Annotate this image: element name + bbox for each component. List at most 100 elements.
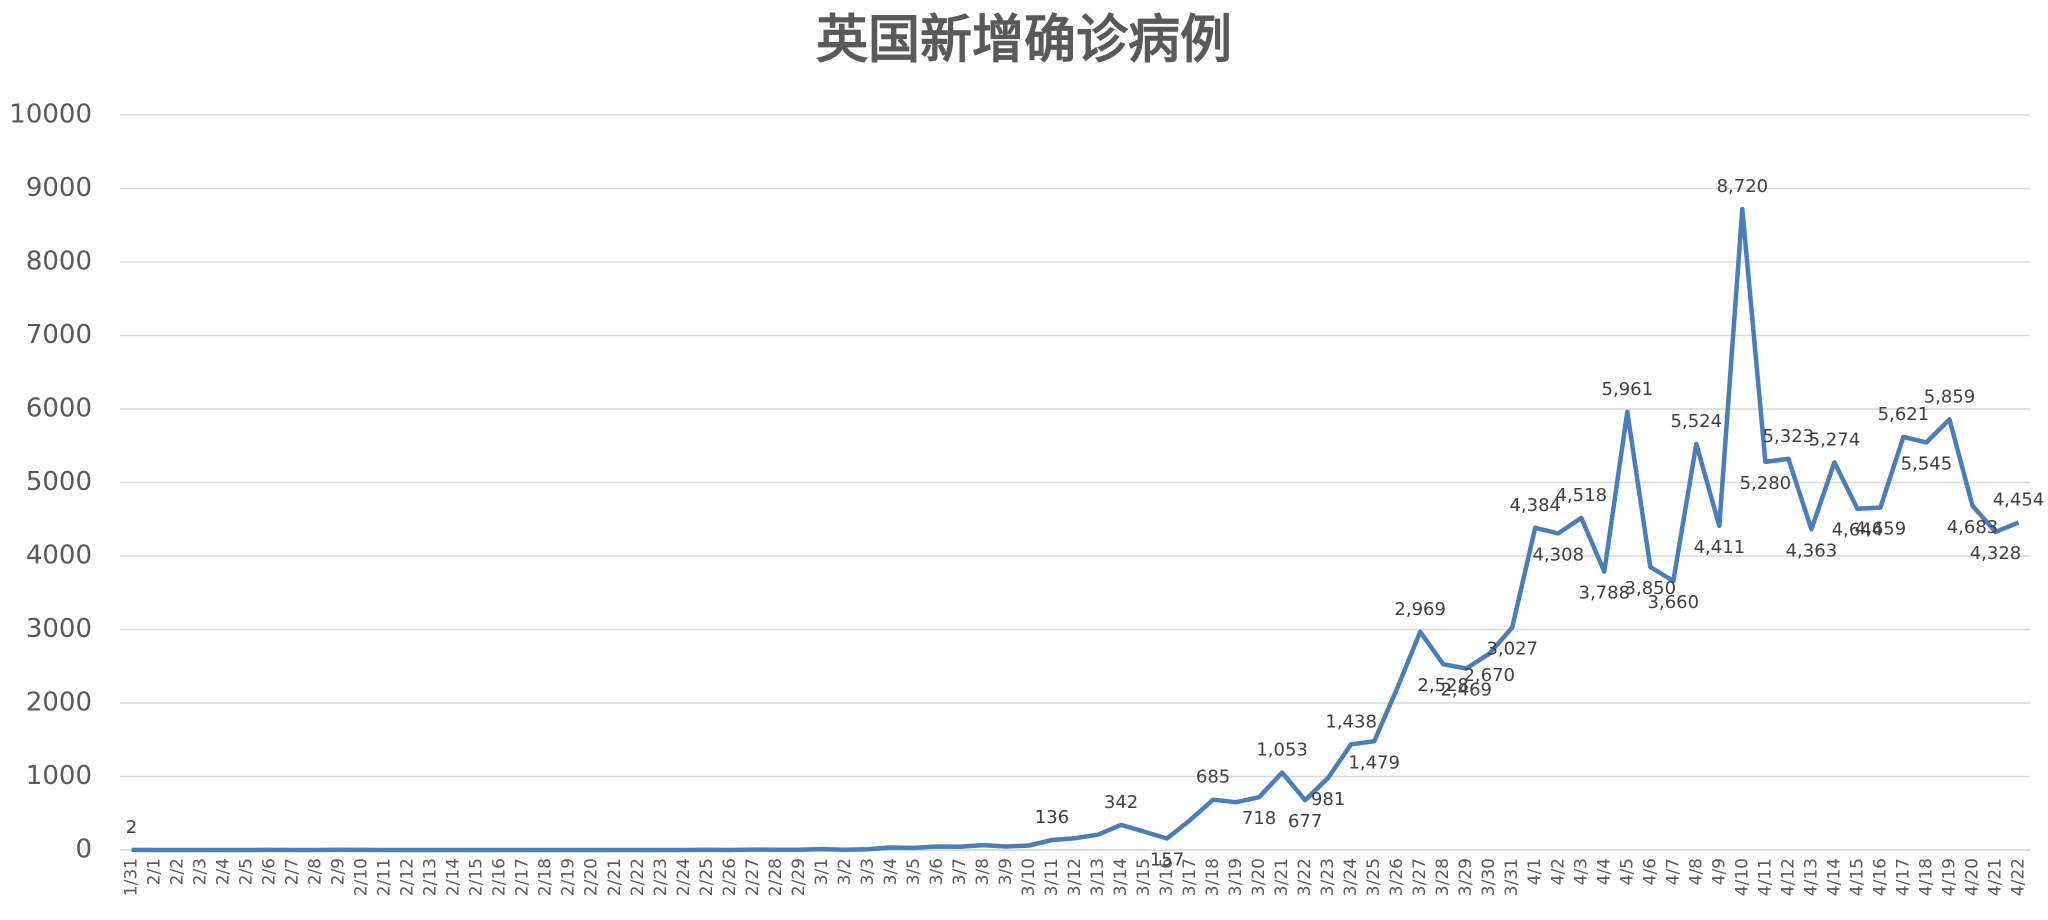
x-tick-label: 3/29 — [1456, 858, 1476, 896]
x-tick-label: 2/2 — [168, 858, 188, 885]
x-tick-label: 2/3 — [191, 858, 211, 885]
x-tick-label: 2/23 — [651, 858, 671, 896]
x-tick-label: 4/21 — [1985, 858, 2005, 896]
data-label: 1,053 — [1256, 740, 1308, 761]
x-tick-label: 2/21 — [605, 858, 625, 896]
x-tick-label: 4/11 — [1755, 858, 1775, 896]
x-tick-label: 3/21 — [1272, 858, 1292, 896]
data-label: 4,328 — [1970, 543, 2022, 564]
y-tick-label: 2000 — [26, 688, 92, 718]
x-tick-label: 2/13 — [421, 858, 441, 896]
data-label: 2,469 — [1440, 680, 1492, 701]
x-tick-label: 2/5 — [237, 858, 257, 885]
data-label: 4,308 — [1532, 544, 1584, 565]
data-label: 5,280 — [1740, 473, 1792, 494]
x-tick-label: 2/25 — [697, 858, 717, 896]
data-label: 2 — [126, 817, 137, 838]
x-tick-label: 4/12 — [1778, 858, 1798, 896]
data-label: 3,788 — [1579, 583, 1631, 604]
x-tick-label: 4/3 — [1571, 858, 1591, 885]
x-tick-label: 3/4 — [881, 858, 901, 885]
x-tick-label: 2/15 — [467, 858, 487, 896]
data-label: 1,479 — [1348, 752, 1400, 773]
x-tick-label: 3/9 — [996, 858, 1016, 885]
data-label: 2,670 — [1463, 665, 1515, 686]
x-tick-label: 2/8 — [306, 858, 326, 885]
x-tick-label: 4/19 — [1939, 858, 1959, 896]
x-tick-label: 3/19 — [1226, 858, 1246, 896]
x-tick-label: 2/28 — [766, 858, 786, 896]
x-tick-label: 3/6 — [927, 858, 947, 885]
x-tick-label: 2/4 — [214, 858, 234, 885]
data-label: 342 — [1104, 792, 1138, 813]
data-label: 5,859 — [1924, 386, 1976, 407]
x-tick-label: 2/11 — [375, 858, 395, 896]
data-label: 8,720 — [1717, 176, 1769, 197]
x-tick-label: 3/26 — [1387, 858, 1407, 896]
y-tick-label: 5000 — [26, 467, 92, 497]
x-tick-label: 3/1 — [812, 858, 832, 885]
data-label: 2,528 — [1417, 675, 1469, 696]
chart-title: 英国新增确诊病例 — [816, 10, 1232, 71]
data-label: 5,961 — [1602, 379, 1654, 400]
data-label: 677 — [1288, 811, 1322, 832]
x-tick-label: 3/25 — [1364, 858, 1384, 896]
y-tick-label: 0 — [75, 835, 92, 865]
data-label: 157 — [1150, 849, 1184, 870]
x-tick-label: 4/15 — [1847, 858, 1867, 896]
data-label: 5,274 — [1809, 429, 1861, 450]
x-tick-label: 4/4 — [1594, 858, 1614, 885]
x-tick-label: 2/29 — [789, 858, 809, 896]
x-tick-label: 3/28 — [1433, 858, 1453, 896]
data-label: 5,524 — [1671, 411, 1723, 432]
data-label: 4,659 — [1855, 519, 1907, 540]
x-tick-label: 4/9 — [1709, 858, 1729, 885]
x-tick-label: 2/10 — [352, 858, 372, 896]
x-tick-label: 2/14 — [444, 858, 464, 896]
x-tick-label: 4/18 — [1916, 858, 1936, 896]
x-tick-label: 3/13 — [1088, 858, 1108, 896]
x-tick-label: 4/16 — [1870, 858, 1890, 896]
x-tick-label: 3/12 — [1065, 858, 1085, 896]
x-tick-label: 4/8 — [1686, 858, 1706, 885]
x-tick-label: 2/17 — [513, 858, 533, 896]
data-label: 718 — [1242, 808, 1276, 829]
x-tick-label: 3/18 — [1203, 858, 1223, 896]
x-tick-label: 4/13 — [1801, 858, 1821, 896]
x-tick-label: 4/5 — [1617, 858, 1637, 885]
data-label: 5,323 — [1763, 426, 1815, 447]
data-label: 3,850 — [1625, 578, 1677, 599]
x-tick-label: 2/24 — [674, 858, 694, 896]
x-tick-label: 3/20 — [1249, 858, 1269, 896]
data-label: 2,969 — [1394, 599, 1446, 620]
data-label: 5,545 — [1901, 453, 1953, 474]
data-label: 4,411 — [1694, 537, 1746, 558]
data-label: 4,518 — [1555, 485, 1607, 506]
x-tick-label: 2/26 — [720, 858, 740, 896]
x-tick-label: 2/20 — [582, 858, 602, 896]
x-tick-label: 3/7 — [950, 858, 970, 885]
series-line — [131, 206, 2020, 853]
data-label: 981 — [1311, 789, 1345, 810]
x-tick-label: 2/12 — [398, 858, 418, 896]
y-tick-label: 1000 — [26, 761, 92, 791]
x-tick-label: 4/14 — [1824, 858, 1844, 896]
y-tick-label: 10000 — [9, 100, 92, 130]
x-tick-label: 3/14 — [1111, 858, 1131, 896]
x-tick-label: 2/19 — [559, 858, 579, 896]
data-label: 4,363 — [1786, 540, 1838, 561]
x-tick-label: 3/27 — [1410, 858, 1430, 896]
x-tick-label: 4/2 — [1548, 858, 1568, 885]
data-label: 3,027 — [1486, 639, 1538, 660]
x-tick-label: 4/17 — [1893, 858, 1913, 896]
x-tick-label: 3/17 — [1180, 858, 1200, 896]
y-tick-label: 8000 — [26, 247, 92, 277]
x-tick-label: 3/16 — [1157, 858, 1177, 896]
x-tick-label: 2/6 — [260, 858, 280, 885]
x-tick-label: 4/22 — [2008, 858, 2028, 896]
x-tick-label: 3/3 — [858, 858, 878, 885]
y-tick-label: 3000 — [26, 614, 92, 644]
x-tick-label: 2/22 — [628, 858, 648, 896]
data-label: 5,621 — [1878, 404, 1930, 425]
